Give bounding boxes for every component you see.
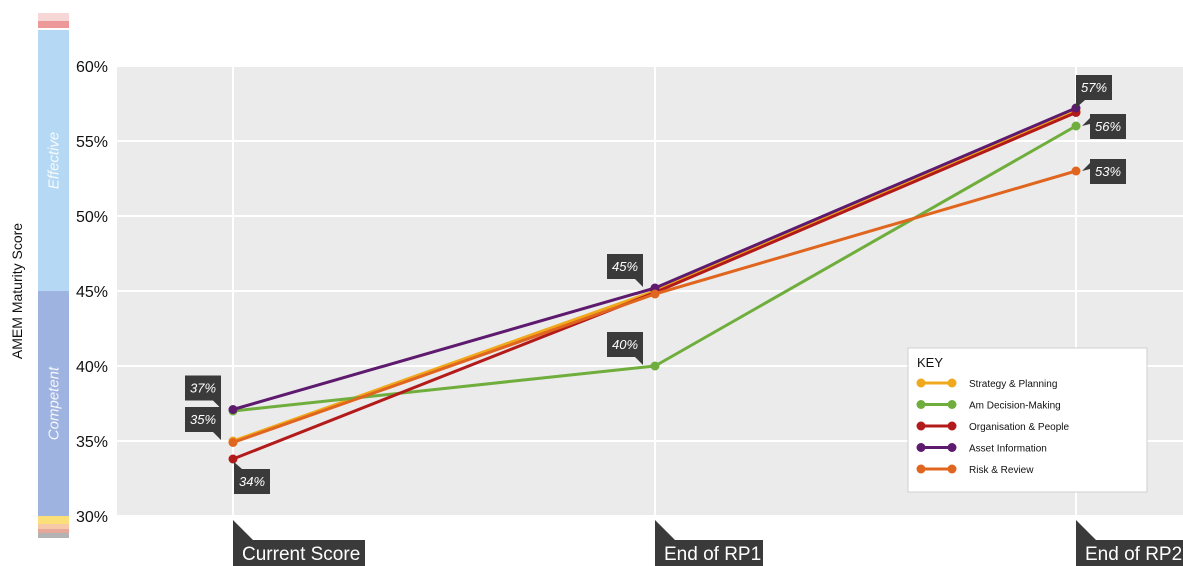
data-label-box <box>607 332 643 357</box>
legend-swatch-dot <box>947 464 957 474</box>
y-tick-label: 45% <box>76 284 108 301</box>
data-label: 34% <box>234 462 270 494</box>
data-label-box <box>1090 114 1126 139</box>
data-label-pointer <box>1082 163 1090 171</box>
legend-item-label: Risk & Review <box>969 465 1034 476</box>
legend-swatch-dot <box>947 378 957 388</box>
data-label-box <box>1090 159 1126 184</box>
data-label-pointer <box>234 462 242 469</box>
band-strip-top-light <box>38 13 69 21</box>
legend-item-label: Am Decision-Making <box>969 401 1061 412</box>
data-point <box>228 438 238 447</box>
data-label-text: 34% <box>239 474 265 489</box>
data-label-pointer <box>635 357 643 365</box>
x-category-label: Current Score <box>242 544 360 565</box>
legend-item-label: Asset Information <box>969 444 1047 455</box>
data-label: 40% <box>607 332 643 365</box>
x-category-tag-shape <box>233 520 365 566</box>
data-label-text: 40% <box>612 337 638 352</box>
legend-swatch-dot <box>916 443 926 452</box>
data-label-pointer <box>1076 100 1085 108</box>
data-label-text: 37% <box>190 381 216 396</box>
x-category-label: End of RP1 <box>664 544 761 565</box>
data-label: 53% <box>1082 159 1126 184</box>
data-label-pointer <box>213 400 221 409</box>
data-label: 57% <box>1076 75 1112 108</box>
legend-title: KEY <box>917 355 943 370</box>
y-tick-label: 40% <box>76 359 108 376</box>
data-point <box>228 405 238 414</box>
y-axis-label: AMEM Maturity Score <box>9 223 25 359</box>
band-strip-bottom-rose <box>38 529 69 533</box>
data-label-text: 57% <box>1081 80 1107 95</box>
data-label-box <box>1076 75 1112 100</box>
y-tick-label: 50% <box>76 209 108 226</box>
data-label-text: 35% <box>190 412 216 427</box>
data-label-pointer <box>213 432 221 440</box>
x-category-tag: End of RP2 <box>1076 520 1183 566</box>
legend-swatch-dot <box>916 400 926 409</box>
x-category-tag: End of RP1 <box>655 520 763 566</box>
data-point <box>650 289 660 299</box>
data-label-pointer <box>635 279 643 287</box>
data-label: 37% <box>185 375 221 409</box>
band-strip-top <box>38 21 69 28</box>
legend-swatch-dot <box>916 378 926 388</box>
legend-item-label: Organisation & People <box>969 422 1070 433</box>
data-label-text: 53% <box>1095 164 1121 179</box>
data-label-box <box>607 254 643 279</box>
maturity-band-label: Effective <box>46 132 63 190</box>
band-strip-bottom-yellow <box>38 516 69 524</box>
legend-swatch-dot <box>947 443 957 452</box>
y-tick-label: 60% <box>76 59 108 76</box>
maturity-band-competent <box>38 291 69 516</box>
band-strip-bottom-grey <box>38 533 69 538</box>
x-category-label: End of RP2 <box>1085 544 1182 565</box>
data-label-box <box>185 407 221 432</box>
data-label: 35% <box>185 407 221 440</box>
legend-swatch-dot <box>947 421 957 431</box>
data-label-box <box>234 469 270 494</box>
data-label-text: 45% <box>612 259 638 274</box>
legend-swatch-dot <box>947 400 957 409</box>
data-label-box <box>185 375 221 401</box>
legend-swatch-dot <box>916 421 926 431</box>
y-tick-label: 55% <box>76 134 108 151</box>
band-strip-bottom-peach <box>38 524 69 529</box>
legend: KEY Strategy & Planning Am Decision-Making… <box>907 347 1148 493</box>
legend-swatch-dot <box>916 464 926 474</box>
data-label-text: 56% <box>1095 119 1121 134</box>
data-point <box>1071 166 1081 176</box>
maturity-band-label: Competent <box>46 366 63 440</box>
y-tick-label: 30% <box>76 509 108 526</box>
data-label-pointer <box>1082 118 1090 126</box>
data-label: 45% <box>607 254 643 287</box>
data-point <box>1071 121 1081 131</box>
x-category-tag-shape <box>655 520 763 566</box>
data-point <box>650 361 660 371</box>
maturity-band-effective <box>38 30 69 291</box>
legend-item-label: Strategy & Planning <box>969 379 1057 390</box>
y-tick-label: 35% <box>76 434 108 451</box>
x-category-tag: Current Score <box>233 520 365 566</box>
data-point <box>228 454 238 464</box>
x-category-tag-shape <box>1076 520 1183 566</box>
data-label: 56% <box>1082 114 1126 139</box>
